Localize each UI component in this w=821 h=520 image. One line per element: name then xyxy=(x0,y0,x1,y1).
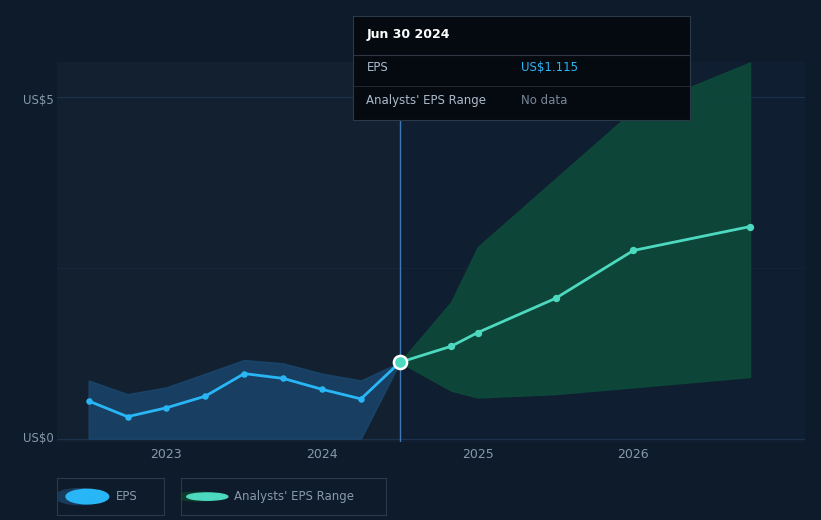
Text: US$0: US$0 xyxy=(23,432,53,445)
Point xyxy=(355,395,368,403)
Text: Analysts' EPS Range: Analysts' EPS Range xyxy=(234,490,354,503)
Point xyxy=(393,358,406,367)
Text: US$1.115: US$1.115 xyxy=(521,61,578,74)
Circle shape xyxy=(175,492,223,501)
Text: Analysts' EPS Range: Analysts' EPS Range xyxy=(366,95,487,107)
Text: EPS: EPS xyxy=(117,490,138,503)
Point xyxy=(277,374,290,383)
Point xyxy=(744,223,757,231)
Point xyxy=(471,329,484,337)
Point xyxy=(549,294,562,303)
Text: US$5: US$5 xyxy=(23,94,53,107)
Text: Analysts Forecasts: Analysts Forecasts xyxy=(404,72,513,85)
Point xyxy=(199,392,212,400)
Point xyxy=(121,412,134,421)
Text: Jun 30 2024: Jun 30 2024 xyxy=(366,28,450,41)
Point xyxy=(315,385,328,394)
Bar xyxy=(57,62,400,442)
Point xyxy=(445,342,458,350)
Point xyxy=(82,397,95,405)
Text: No data: No data xyxy=(521,95,567,107)
Circle shape xyxy=(55,489,103,504)
Point xyxy=(160,404,173,412)
Circle shape xyxy=(187,493,228,500)
Circle shape xyxy=(66,489,108,504)
Text: EPS: EPS xyxy=(366,61,388,74)
Point xyxy=(237,369,250,378)
Point xyxy=(626,246,640,255)
Point xyxy=(393,358,406,367)
Text: Actual: Actual xyxy=(359,72,397,85)
